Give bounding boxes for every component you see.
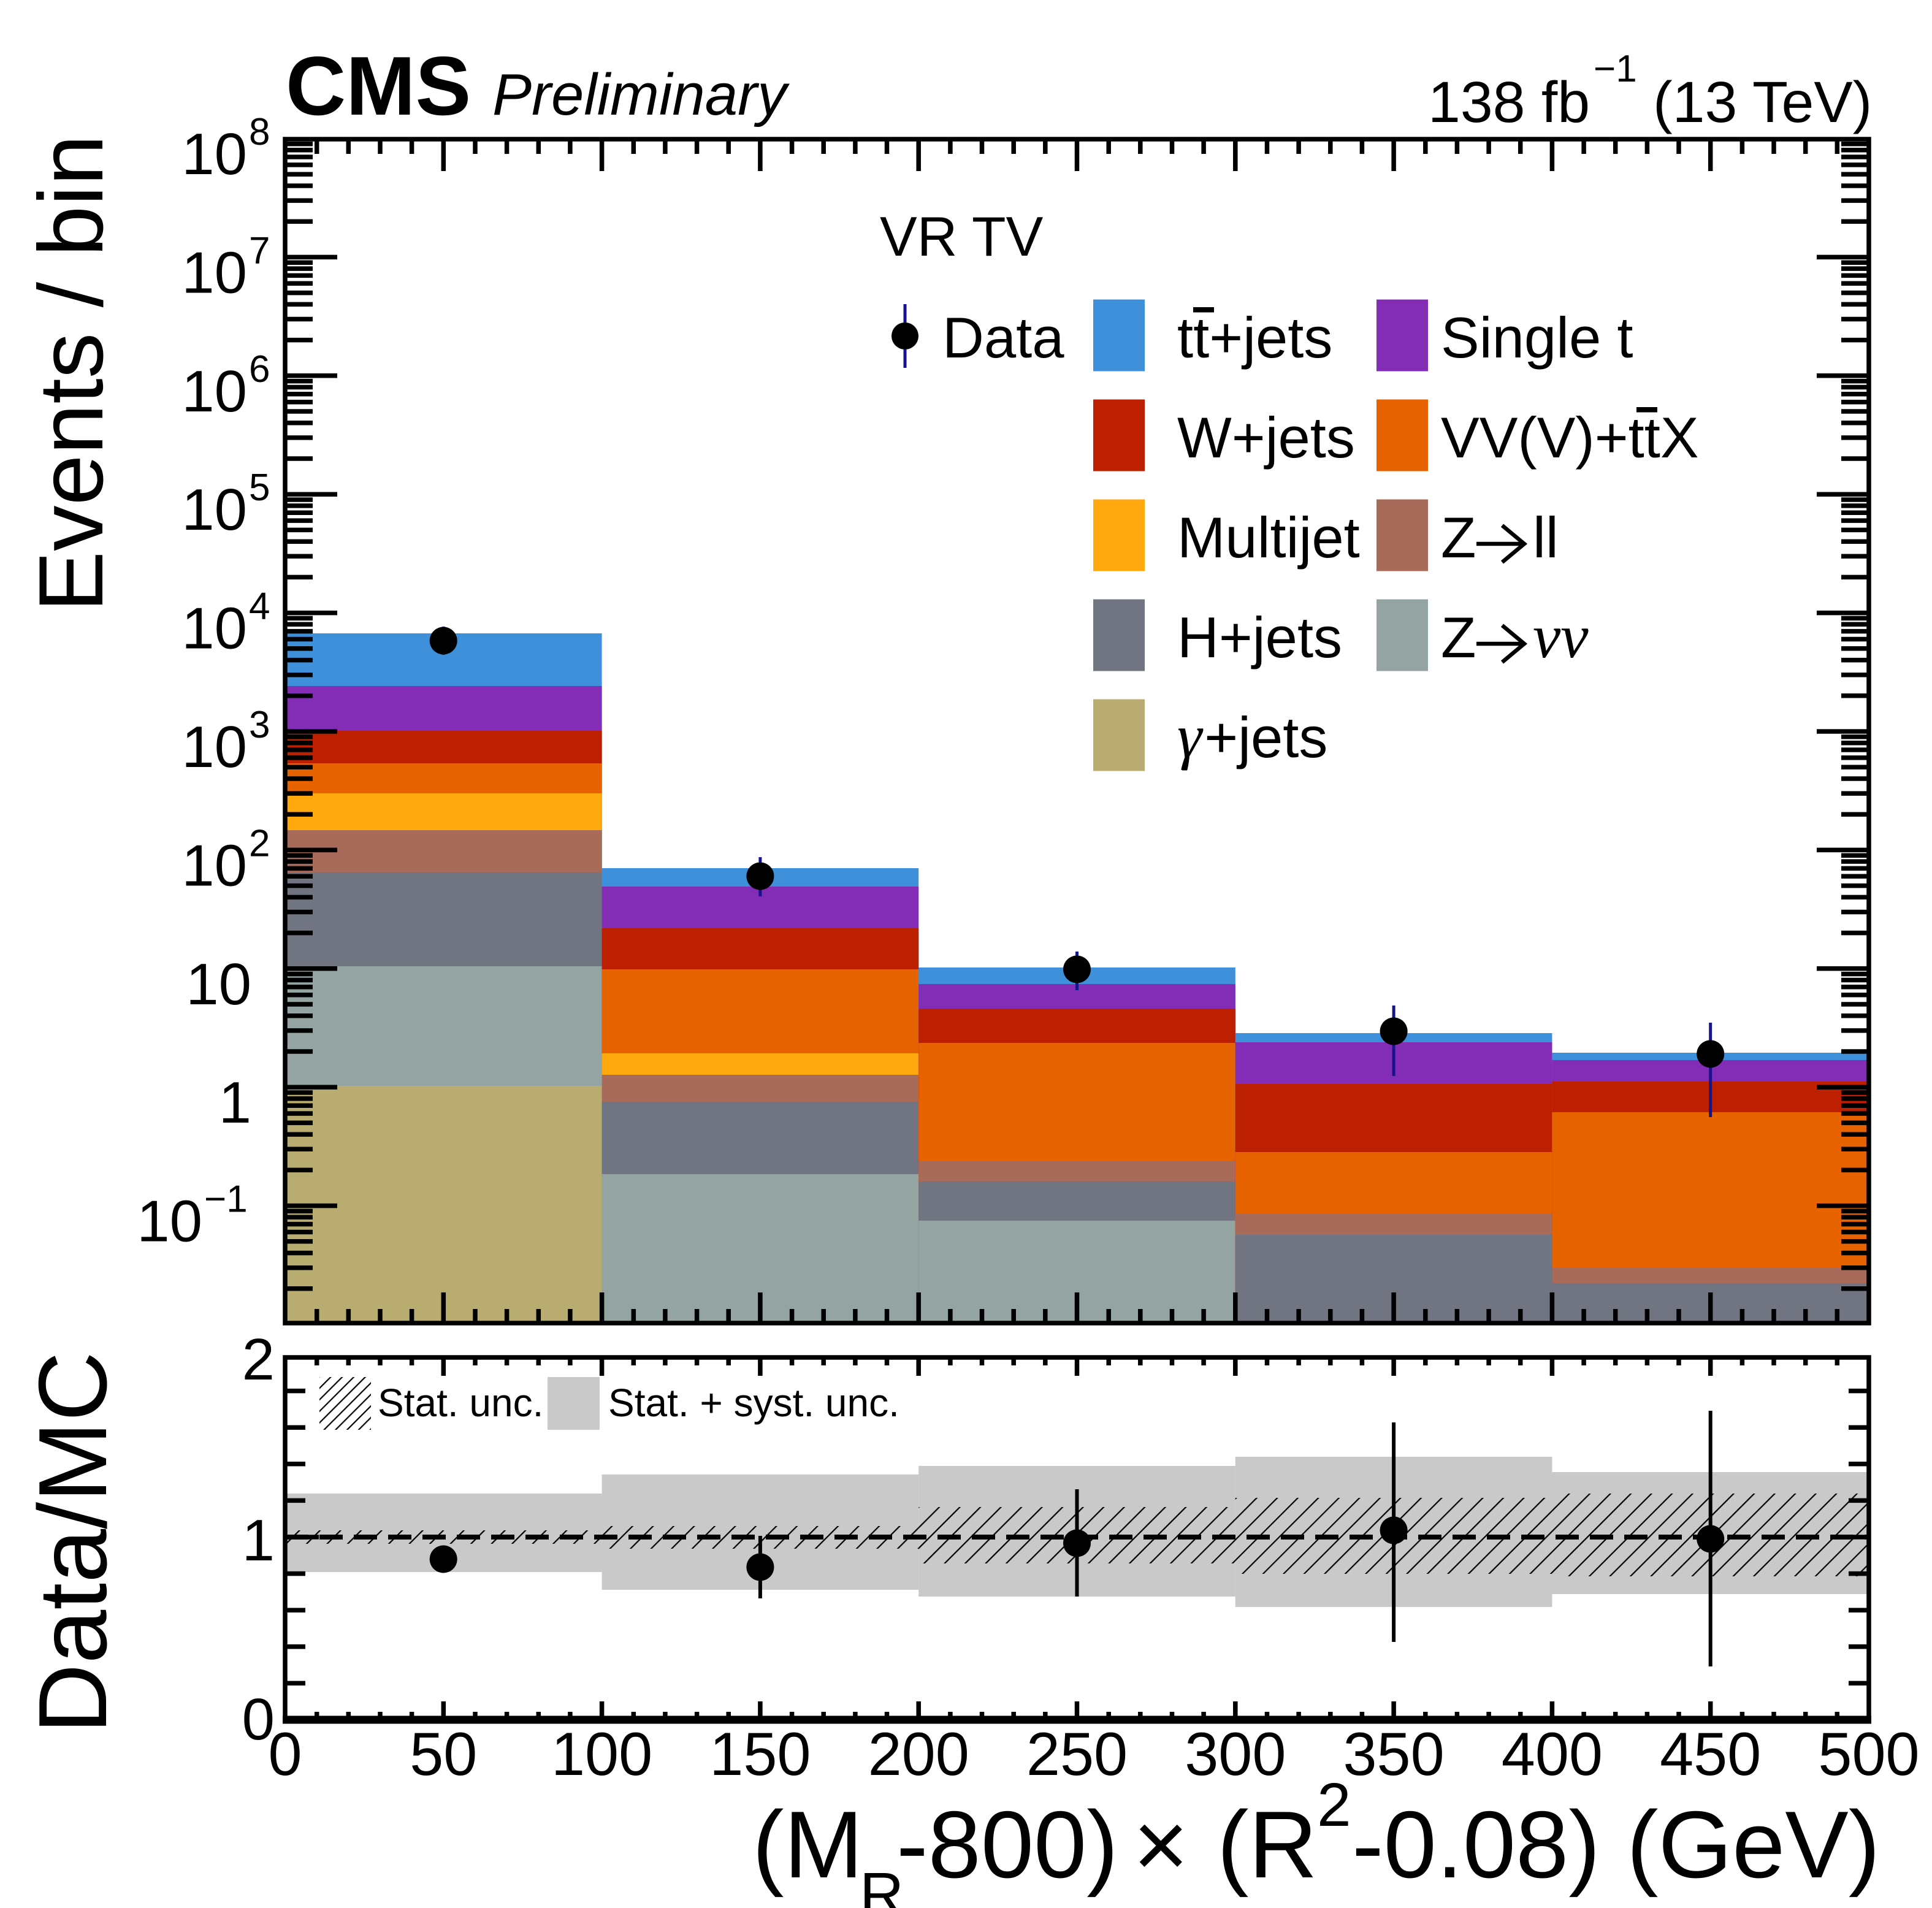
svg-text:10: 10 <box>181 714 247 780</box>
svg-text:ll: ll <box>1533 505 1559 570</box>
svg-text:Events / bin: Events / bin <box>20 135 122 612</box>
svg-text:10: 10 <box>181 477 247 543</box>
svg-text:Z: Z <box>1441 605 1476 670</box>
svg-text:(M: (M <box>752 1792 863 1898</box>
svg-text:tt+jets: tt+jets <box>1177 305 1332 370</box>
svg-text:2: 2 <box>242 1327 275 1392</box>
svg-text:CMS: CMS <box>286 39 471 132</box>
svg-text:100: 100 <box>551 1720 652 1788</box>
svg-text:Z: Z <box>1441 505 1476 570</box>
svg-text:250: 250 <box>1026 1720 1128 1788</box>
svg-text:0: 0 <box>268 1720 302 1788</box>
svg-text:2: 2 <box>249 822 270 864</box>
svg-text:Data/MC: Data/MC <box>19 1351 127 1733</box>
svg-text:νν: νν <box>1533 602 1589 671</box>
svg-text:1: 1 <box>219 1070 251 1135</box>
svg-text:Multijet: Multijet <box>1177 505 1360 570</box>
svg-text:(R: (R <box>1217 1792 1318 1898</box>
svg-text:10: 10 <box>181 596 247 662</box>
svg-text:10: 10 <box>181 359 247 424</box>
svg-text:350: 350 <box>1343 1720 1445 1788</box>
svg-text:W+jets: W+jets <box>1177 405 1355 470</box>
svg-text:γ+jets: γ+jets <box>1177 702 1327 771</box>
svg-text:8: 8 <box>249 111 270 153</box>
svg-text:R: R <box>860 1860 904 1908</box>
svg-text:−1: −1 <box>1594 48 1637 90</box>
svg-text:7: 7 <box>249 229 270 272</box>
svg-text:×: × <box>1133 1792 1189 1898</box>
svg-text:200: 200 <box>868 1720 969 1788</box>
svg-text:500: 500 <box>1818 1720 1919 1788</box>
svg-text:450: 450 <box>1660 1720 1761 1788</box>
svg-text:10: 10 <box>181 121 247 187</box>
svg-text:-800): -800) <box>896 1792 1118 1898</box>
svg-text:10: 10 <box>186 952 251 1017</box>
svg-text:400: 400 <box>1502 1720 1603 1788</box>
svg-text:4: 4 <box>249 586 270 628</box>
svg-text:Preliminary: Preliminary <box>492 62 790 128</box>
svg-text:H+jets: H+jets <box>1177 605 1342 670</box>
svg-text:−1: −1 <box>204 1178 248 1221</box>
svg-text:Stat. unc.: Stat. unc. <box>378 1381 543 1425</box>
svg-text:150: 150 <box>709 1720 811 1788</box>
svg-text:1: 1 <box>242 1508 275 1573</box>
svg-text:138 fb: 138 fb <box>1428 70 1590 135</box>
svg-text:Stat. + syst. unc.: Stat. + syst. unc. <box>608 1381 899 1425</box>
svg-text:10: 10 <box>181 833 247 898</box>
svg-text:5: 5 <box>249 467 270 509</box>
svg-text:Single t: Single t <box>1441 305 1633 370</box>
svg-text:6: 6 <box>249 348 270 391</box>
svg-text:10: 10 <box>181 240 247 305</box>
svg-text:3: 3 <box>249 704 270 746</box>
svg-text:-0.08) (GeV): -0.08) (GeV) <box>1352 1792 1880 1898</box>
svg-text:0: 0 <box>242 1687 275 1752</box>
svg-text:10: 10 <box>137 1189 202 1254</box>
svg-text:(13 TeV): (13 TeV) <box>1653 70 1872 135</box>
svg-text:VR TV: VR TV <box>880 206 1044 268</box>
svg-text:300: 300 <box>1185 1720 1286 1788</box>
svg-text:VV(V)+ttX: VV(V)+ttX <box>1441 405 1699 470</box>
svg-text:Data: Data <box>942 305 1064 370</box>
svg-text:50: 50 <box>410 1720 477 1788</box>
svg-text:2: 2 <box>1317 1771 1351 1839</box>
